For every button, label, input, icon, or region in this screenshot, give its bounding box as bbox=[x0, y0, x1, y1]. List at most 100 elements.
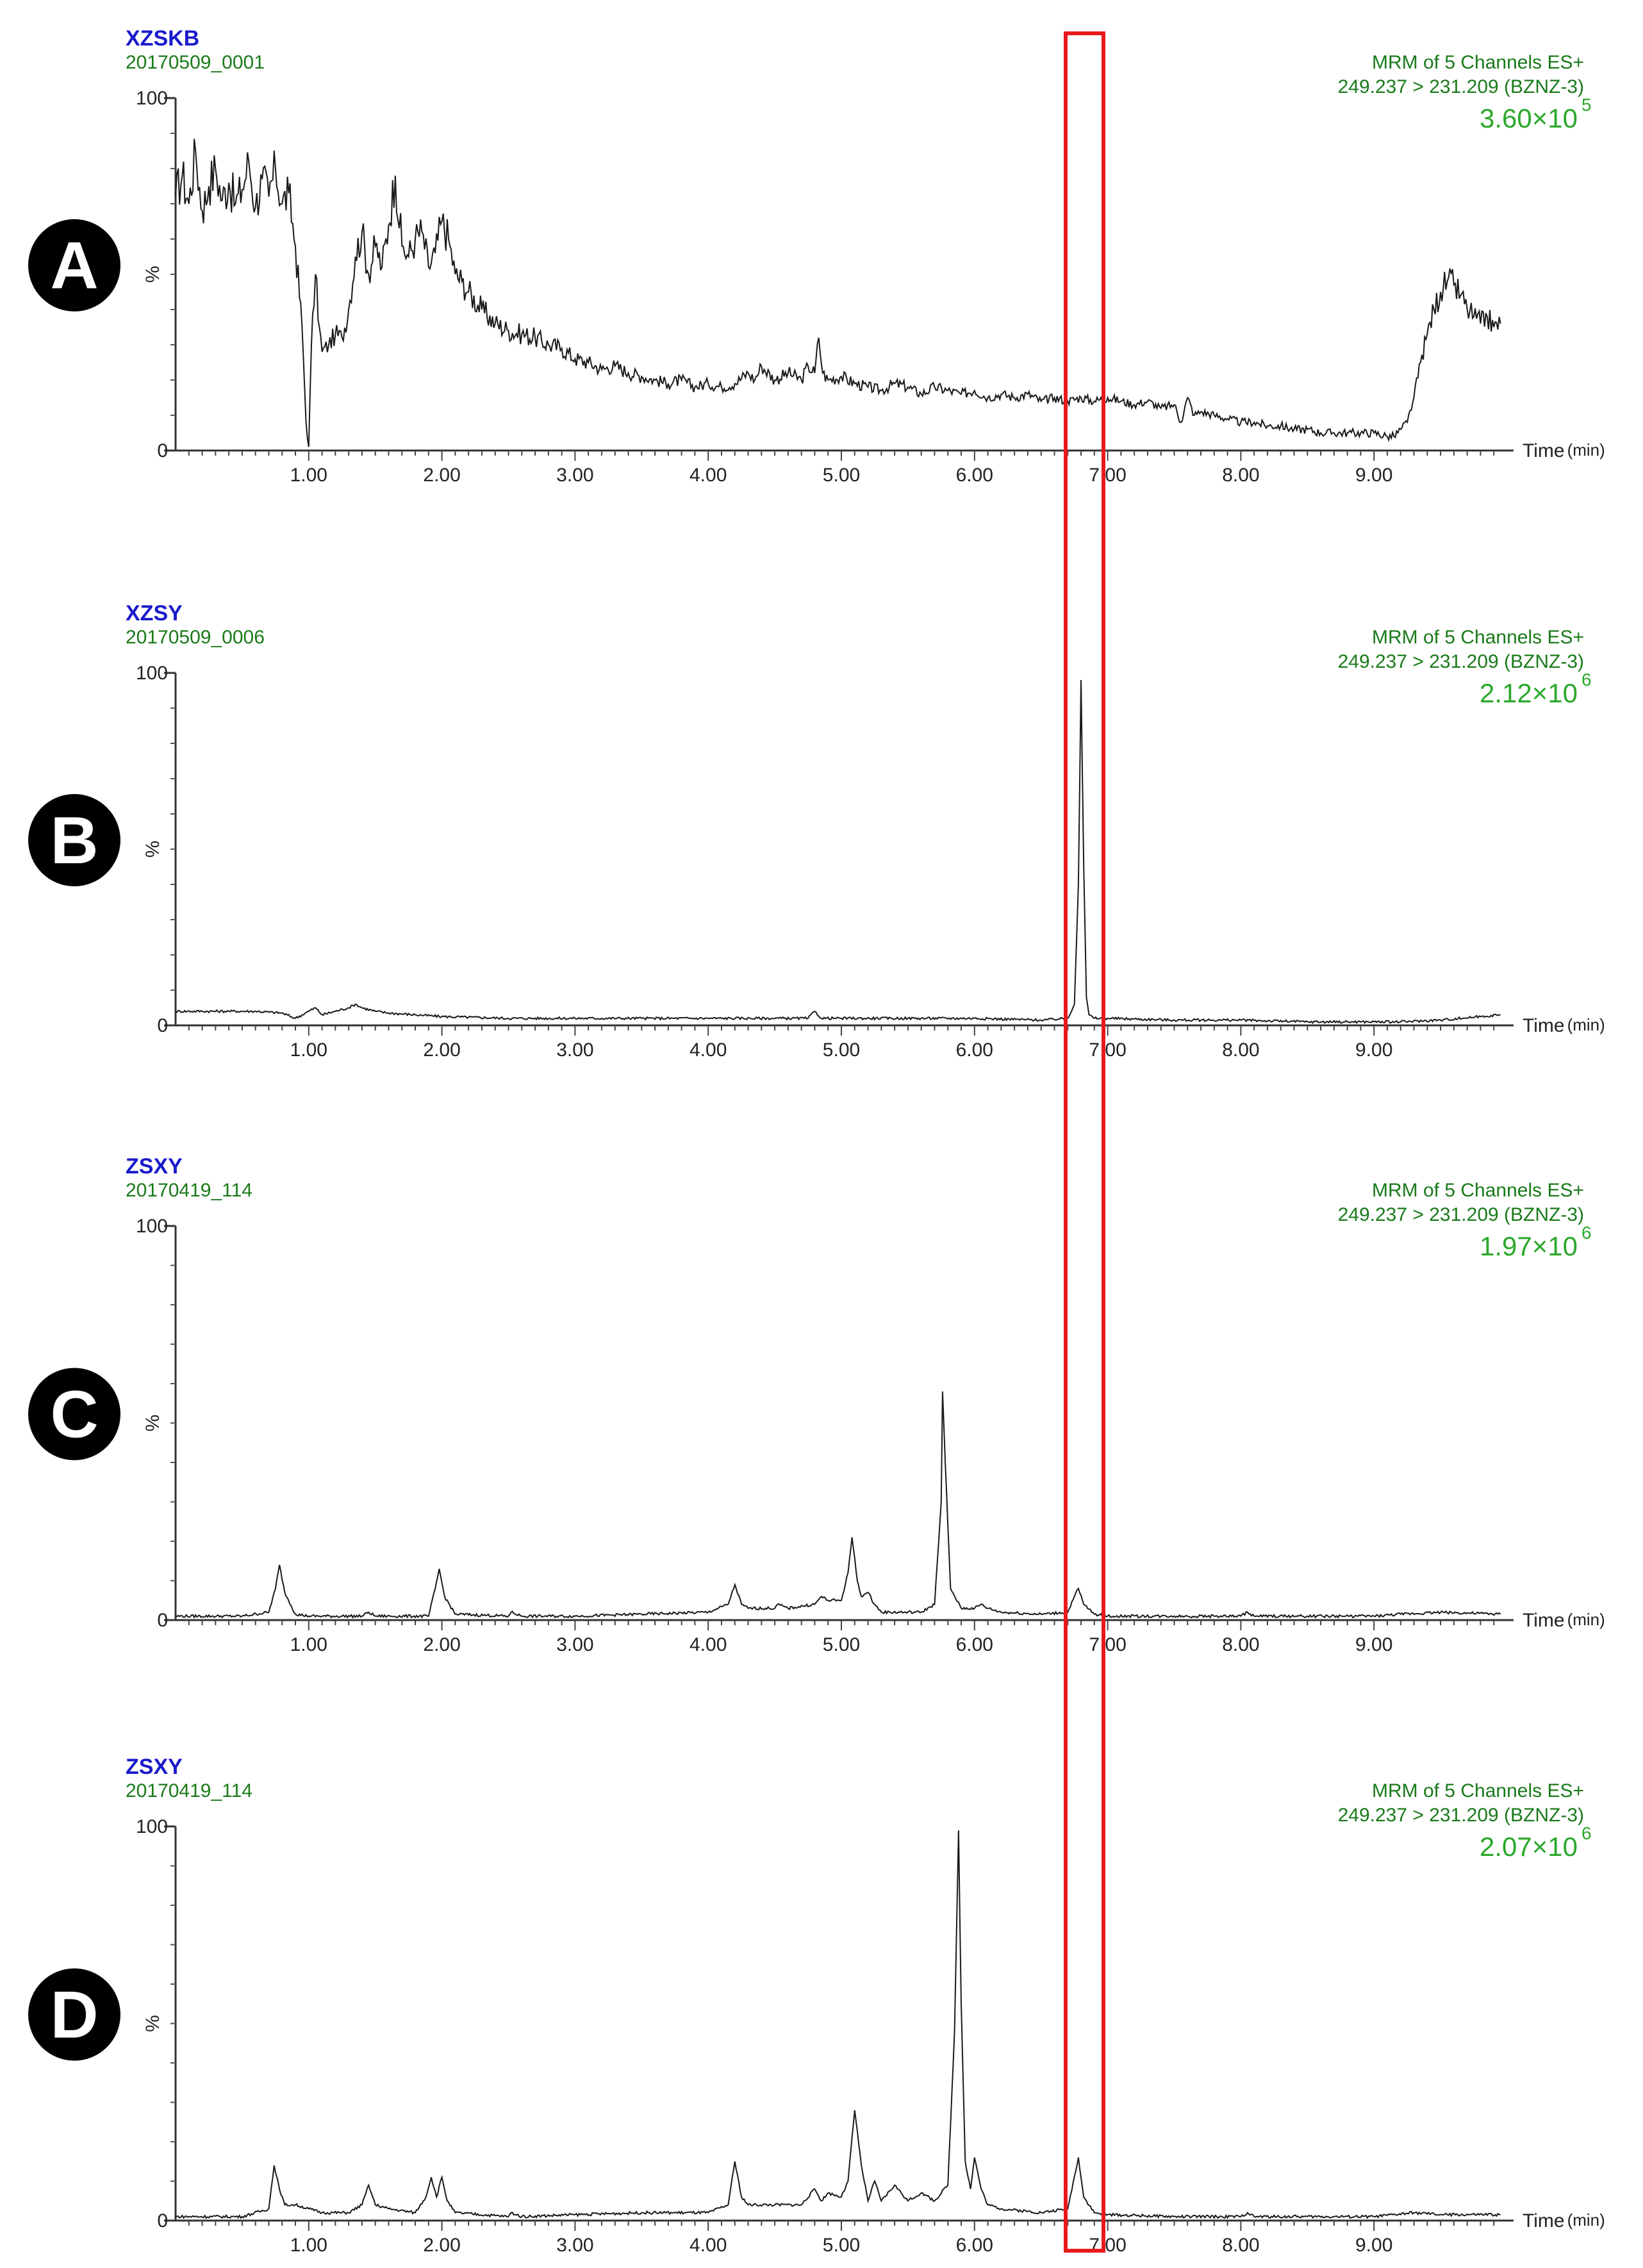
x-axis-title: Time bbox=[1523, 1610, 1565, 1631]
channel-info: MRM of 5 Channels ES+ bbox=[1372, 627, 1584, 648]
y-axis-unit: % bbox=[142, 1414, 163, 1432]
y-label-100: 100 bbox=[136, 88, 168, 109]
x-tick-label: 1.00 bbox=[290, 2235, 327, 2256]
channel-info: MRM of 5 Channels ES+ bbox=[1372, 1180, 1584, 1201]
x-tick-label: 8.00 bbox=[1222, 2235, 1259, 2256]
y-label-0: 0 bbox=[157, 1015, 168, 1036]
x-axis-label: Time (min) bbox=[1523, 2210, 1605, 2231]
x-tick-label: 2.00 bbox=[423, 465, 460, 486]
x-tick-label: 9.00 bbox=[1355, 1039, 1392, 1061]
x-axis-unit: (min) bbox=[1567, 440, 1605, 459]
y-label-0: 0 bbox=[157, 2210, 168, 2231]
x-tick-label: 4.00 bbox=[689, 2235, 727, 2256]
y-axis-unit: % bbox=[142, 2015, 163, 2032]
panel-badge bbox=[28, 1368, 120, 1461]
file-id: 20170509_0001 bbox=[126, 52, 265, 73]
intensity-label: 3.60×10 bbox=[1480, 103, 1578, 133]
chromatogram-trace bbox=[175, 679, 1501, 1024]
x-tick-label: 7.00 bbox=[1089, 1039, 1126, 1061]
panel-letter: D bbox=[50, 1978, 98, 2053]
x-axis-label: Time (min) bbox=[1523, 1610, 1605, 1631]
file-id: 20170509_0006 bbox=[126, 627, 265, 648]
x-tick-label: 1.00 bbox=[290, 1039, 327, 1061]
x-tick-label: 9.00 bbox=[1355, 1634, 1392, 1655]
transition-info: 249.237 > 231.209 (BZNZ-3) bbox=[1338, 1805, 1584, 1826]
y-axis-unit: % bbox=[142, 266, 163, 283]
intensity-label: 2.12×10 bbox=[1480, 678, 1578, 708]
y-axis-unit: % bbox=[142, 841, 163, 858]
transition-info: 249.237 > 231.209 (BZNZ-3) bbox=[1338, 76, 1584, 97]
sample-name: ZSXY bbox=[126, 1755, 183, 1779]
x-tick-label: 6.00 bbox=[956, 1039, 993, 1061]
intensity-exponent: 6 bbox=[1581, 1823, 1592, 1843]
x-tick-label: 2.00 bbox=[423, 1634, 460, 1655]
y-label-100: 100 bbox=[136, 663, 168, 684]
x-tick-label: 4.00 bbox=[689, 1634, 727, 1655]
y-label-0: 0 bbox=[157, 1610, 168, 1631]
x-tick-label: 3.00 bbox=[556, 1039, 593, 1061]
panel-badge bbox=[28, 794, 120, 886]
x-axis-label: Time (min) bbox=[1523, 440, 1605, 461]
channel-info: MRM of 5 Channels ES+ bbox=[1372, 52, 1584, 73]
x-tick-label: 5.00 bbox=[823, 1039, 860, 1061]
x-tick-label: 7.00 bbox=[1089, 1634, 1126, 1655]
x-tick-label: 4.00 bbox=[689, 1039, 727, 1061]
file-id: 20170419_114 bbox=[126, 1180, 252, 1201]
y-label-100: 100 bbox=[136, 1816, 168, 1837]
x-tick-label: 4.00 bbox=[689, 465, 727, 486]
x-axis-title: Time bbox=[1523, 2210, 1565, 2231]
highlight-box bbox=[1064, 31, 1105, 2253]
intensity-label: 2.07×10 bbox=[1480, 1832, 1578, 1862]
x-tick-label: 6.00 bbox=[956, 465, 993, 486]
transition-info: 249.237 > 231.209 (BZNZ-3) bbox=[1338, 1204, 1584, 1225]
sample-name: ZSXY bbox=[126, 1154, 183, 1179]
x-tick-label: 7.00 bbox=[1089, 465, 1126, 486]
panel-letter: C bbox=[50, 1378, 98, 1452]
x-axis-title: Time bbox=[1523, 440, 1565, 461]
x-tick-label: 6.00 bbox=[956, 1634, 993, 1655]
x-tick-label: 8.00 bbox=[1222, 465, 1259, 486]
intensity-mantissa: 1.97×10 bbox=[1480, 1231, 1578, 1261]
panel-badge bbox=[28, 219, 120, 311]
transition-info: 249.237 > 231.209 (BZNZ-3) bbox=[1338, 651, 1584, 672]
x-tick-label: 7.00 bbox=[1089, 2235, 1126, 2256]
y-label-0: 0 bbox=[157, 440, 168, 461]
intensity-exponent: 6 bbox=[1581, 1223, 1592, 1243]
x-tick-label: 1.00 bbox=[290, 465, 327, 486]
x-axis-label: Time (min) bbox=[1523, 1015, 1605, 1036]
x-tick-label: 3.00 bbox=[556, 2235, 593, 2256]
x-tick-label: 5.00 bbox=[823, 465, 860, 486]
x-tick-label: 9.00 bbox=[1355, 2235, 1392, 2256]
x-tick-label: 9.00 bbox=[1355, 465, 1392, 486]
x-tick-label: 5.00 bbox=[823, 1634, 860, 1655]
file-id: 20170419_114 bbox=[126, 1780, 252, 1801]
chromatogram-trace bbox=[175, 138, 1501, 447]
intensity-mantissa: 2.12×10 bbox=[1480, 678, 1578, 708]
x-axis-unit: (min) bbox=[1567, 2210, 1605, 2230]
panel-badge bbox=[28, 1968, 120, 2061]
y-label-100: 100 bbox=[136, 1216, 168, 1237]
intensity-mantissa: 2.07×10 bbox=[1480, 1832, 1578, 1862]
intensity-exponent: 5 bbox=[1581, 95, 1592, 115]
x-tick-label: 5.00 bbox=[823, 2235, 860, 2256]
x-tick-label: 8.00 bbox=[1222, 1634, 1259, 1655]
panel-letter: B bbox=[50, 804, 98, 878]
x-tick-label: 8.00 bbox=[1222, 1039, 1259, 1061]
sample-name: XZSKB bbox=[126, 26, 199, 51]
x-tick-label: 2.00 bbox=[423, 2235, 460, 2256]
intensity-label: 1.97×10 bbox=[1480, 1231, 1578, 1261]
panel-letter: A bbox=[50, 229, 98, 303]
intensity-mantissa: 3.60×10 bbox=[1480, 103, 1578, 133]
x-axis-unit: (min) bbox=[1567, 1015, 1605, 1034]
x-axis-title: Time bbox=[1523, 1015, 1565, 1036]
chromatogram-trace bbox=[175, 1830, 1501, 2219]
sample-name: XZSY bbox=[126, 601, 183, 625]
x-tick-label: 1.00 bbox=[290, 1634, 327, 1655]
channel-info: MRM of 5 Channels ES+ bbox=[1372, 1780, 1584, 1801]
